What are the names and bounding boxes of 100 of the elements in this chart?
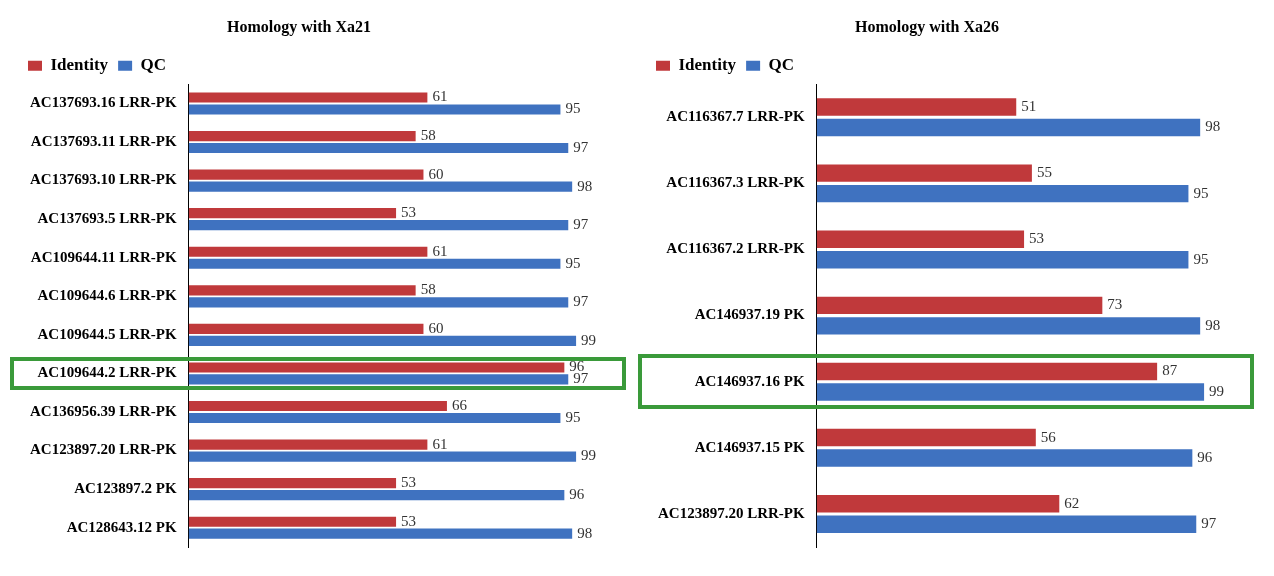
data-label: 97 xyxy=(573,216,589,233)
bar xyxy=(188,169,424,180)
bar xyxy=(816,449,1193,467)
bar xyxy=(188,92,428,103)
y-tick-label: AC116367.2 LRR-PK xyxy=(666,240,805,257)
y-tick-label: AC137693.16 LRR-PK xyxy=(29,94,177,111)
bar xyxy=(188,335,577,346)
data-label: 55 xyxy=(1036,164,1052,181)
legend-label: Identity xyxy=(50,55,109,75)
data-label: 99 xyxy=(581,331,597,348)
data-label: 53 xyxy=(1029,230,1045,247)
bar xyxy=(816,251,1189,269)
data-label: 60 xyxy=(428,165,444,182)
y-tick-label: AC109644.6 LRR-PK xyxy=(37,287,177,304)
bar xyxy=(816,230,1025,248)
data-label: 98 xyxy=(577,177,593,194)
y-tick-label: AC146937.16 PK xyxy=(694,372,805,389)
data-label: 53 xyxy=(401,512,417,529)
data-label: 96 xyxy=(569,486,585,503)
bar xyxy=(816,296,1103,315)
data-label: 97 xyxy=(573,370,589,387)
data-label: 51 xyxy=(1021,97,1037,114)
bar xyxy=(816,118,1201,137)
data-label: 99 xyxy=(581,447,597,464)
bar xyxy=(188,516,397,527)
legend-label: QC xyxy=(140,55,167,75)
bar xyxy=(188,142,569,154)
data-label: 61 xyxy=(432,88,448,105)
y-tick-label: AC123897.20 LRR-PK xyxy=(657,504,805,521)
bar xyxy=(188,478,397,489)
data-label: 53 xyxy=(401,474,417,491)
data-label: 95 xyxy=(565,408,581,425)
data-label: 61 xyxy=(432,242,448,259)
data-label: 97 xyxy=(573,138,589,155)
data-label: 56 xyxy=(1040,428,1057,445)
bar xyxy=(816,164,1032,182)
data-label: 95 xyxy=(565,100,581,117)
bar xyxy=(816,317,1201,335)
data-label: 87 xyxy=(1162,362,1178,379)
data-label: 99 xyxy=(1209,382,1225,399)
bar xyxy=(188,490,565,501)
data-label: 97 xyxy=(573,293,589,310)
bar xyxy=(188,208,397,219)
bar xyxy=(188,220,569,231)
bar xyxy=(816,362,1158,381)
bar xyxy=(188,258,561,269)
y-tick-label: AC109644.2 LRR-PK xyxy=(37,364,177,381)
data-label: 73 xyxy=(1107,296,1123,313)
bar xyxy=(188,104,561,115)
data-label: 95 xyxy=(565,254,581,271)
bar xyxy=(188,297,569,308)
bar xyxy=(188,528,573,539)
y-tick-label: AC137693.5 LRR-PK xyxy=(37,210,177,227)
chart-title: Homology with Xa21 xyxy=(227,17,371,36)
data-label: 60 xyxy=(428,319,444,336)
legend-label: QC xyxy=(768,55,795,75)
bar xyxy=(816,494,1060,513)
data-label: 62 xyxy=(1064,494,1080,511)
y-tick-label: AC123897.2 PK xyxy=(74,480,177,497)
bar xyxy=(188,181,573,192)
chart-title: Homology with Xa26 xyxy=(855,17,999,36)
legend-label: Identity xyxy=(678,55,737,75)
data-label: 98 xyxy=(1205,316,1221,333)
y-tick-label: AC137693.10 LRR-PK xyxy=(29,171,177,188)
data-label: 96 xyxy=(1197,449,1213,466)
data-label: 98 xyxy=(1205,118,1221,135)
bar xyxy=(188,374,569,385)
y-tick-label: AC128643.12 PK xyxy=(66,518,177,535)
bar xyxy=(188,285,416,296)
bar xyxy=(816,98,1017,116)
y-tick-label: AC109644.11 LRR-PK xyxy=(30,248,177,265)
bar xyxy=(188,451,577,462)
y-tick-label: AC146937.19 PK xyxy=(694,306,805,323)
bar xyxy=(816,184,1189,203)
data-label: 95 xyxy=(1193,184,1209,201)
data-label: 61 xyxy=(432,435,448,452)
data-label: 98 xyxy=(577,524,593,541)
y-tick-label: AC123897.20 LRR-PK xyxy=(29,441,177,458)
data-label: 97 xyxy=(1201,515,1217,532)
bar xyxy=(188,362,565,373)
data-label: 53 xyxy=(401,204,417,221)
data-label: 66 xyxy=(451,396,468,413)
bar xyxy=(188,439,428,450)
bar xyxy=(816,515,1197,533)
y-tick-label: AC136956.39 LRR-PK xyxy=(29,402,177,419)
data-label: 58 xyxy=(420,127,436,144)
bar xyxy=(188,130,416,142)
y-tick-label: AC116367.7 LRR-PK xyxy=(666,108,805,125)
y-tick-label: AC146937.15 PK xyxy=(694,438,805,455)
bar xyxy=(188,246,428,257)
bar xyxy=(188,400,447,412)
bar xyxy=(188,323,424,334)
data-label: 58 xyxy=(420,281,436,298)
y-tick-label: AC137693.11 LRR-PK xyxy=(30,132,177,149)
y-tick-label: AC116367.3 LRR-PK xyxy=(666,174,805,191)
data-label: 95 xyxy=(1193,250,1209,267)
bar xyxy=(188,412,561,424)
bar xyxy=(816,428,1036,447)
y-tick-label: AC109644.5 LRR-PK xyxy=(37,325,177,342)
bar xyxy=(816,383,1205,401)
